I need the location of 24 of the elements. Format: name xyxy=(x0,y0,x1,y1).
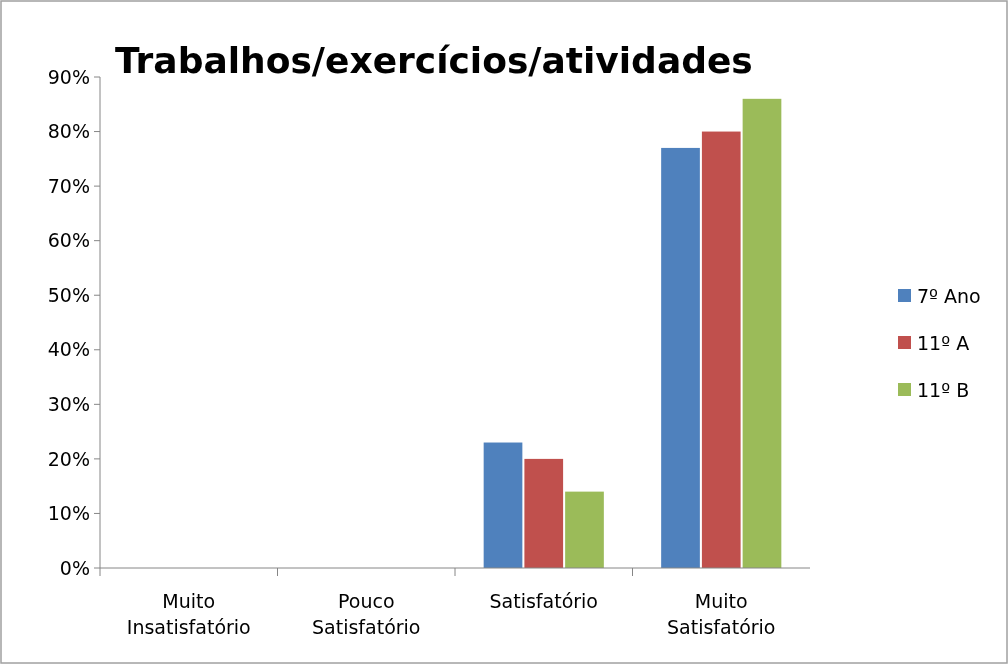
bar xyxy=(742,98,782,568)
y-tick-label: 30% xyxy=(47,392,90,415)
y-tick-label: 10% xyxy=(47,502,90,525)
x-tick-label: Muito Satisfatório xyxy=(667,590,776,638)
chart-title: Trabalhos/exercícios/atividades xyxy=(115,40,753,81)
bar xyxy=(565,491,604,568)
y-tick-label: 20% xyxy=(47,447,90,470)
y-tick-label: 80% xyxy=(47,120,90,143)
bar xyxy=(661,147,700,568)
y-tick-label: 0% xyxy=(59,556,90,579)
x-tick-label: Pouco Satisfatório xyxy=(312,590,421,638)
y-tick-label: 70% xyxy=(47,174,90,197)
bar xyxy=(524,458,564,568)
y-tick-label: 90% xyxy=(47,65,90,88)
y-tick-label: 40% xyxy=(47,338,90,361)
legend-label: 11º A xyxy=(917,331,970,354)
y-tick-label: 60% xyxy=(47,229,90,252)
legend-label: 11º B xyxy=(917,378,970,401)
bar xyxy=(483,442,523,568)
y-tick-label: 50% xyxy=(47,283,90,306)
bar xyxy=(701,131,741,568)
legend-label: 7º Ano xyxy=(917,284,981,307)
x-tick-label: Satisfatório xyxy=(489,590,598,612)
x-tick-label: Muito Insatisfatório xyxy=(126,590,251,638)
